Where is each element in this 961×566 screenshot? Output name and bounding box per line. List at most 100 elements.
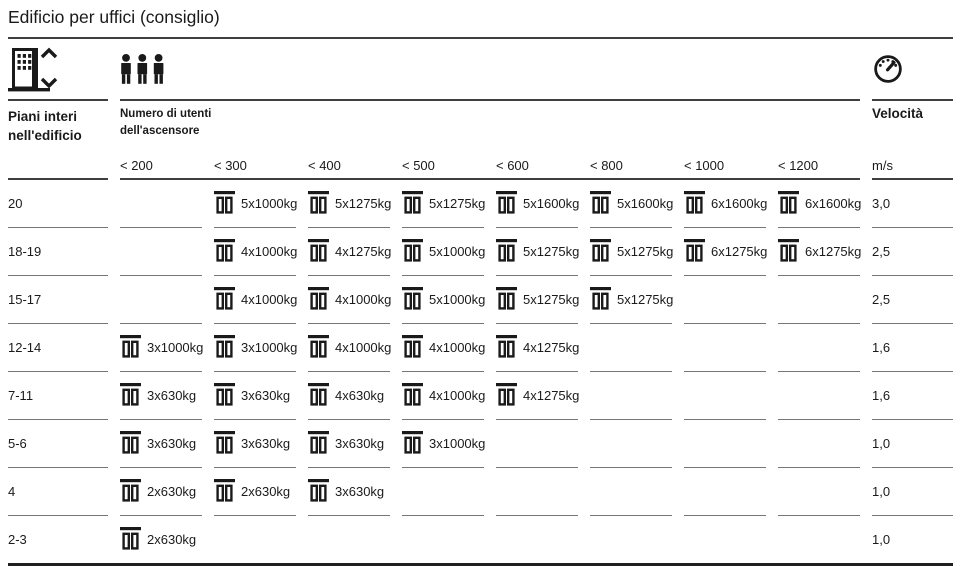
elevator-icon (684, 239, 705, 262)
speedometer-icon (872, 39, 953, 101)
elevator-icon (308, 335, 329, 358)
elevator-icon (402, 191, 423, 214)
elevator-config-cell: 2x630kg (120, 468, 202, 516)
elevator-config-label: 2x630kg (147, 532, 197, 547)
empty-cell (684, 372, 766, 420)
elevator-config-label: 4x1000kg (335, 340, 392, 355)
floors-cell: 18-19 (8, 228, 108, 276)
elevator-config-cell: 3x630kg (308, 468, 390, 516)
elevator-icon (402, 383, 423, 406)
elevator-config-label: 5x1275kg (617, 244, 674, 259)
speed-header: Velocità (872, 106, 924, 121)
elevator-icon (214, 191, 235, 214)
elevator-config-cell: 3x1000kg (214, 324, 298, 372)
elevator-icon (308, 383, 329, 406)
empty-cell (496, 420, 578, 468)
elevator-config-cell: 3x630kg (308, 420, 390, 468)
elevator-icon (308, 191, 329, 214)
user-count-column-header: < 1200 (778, 148, 860, 180)
elevator-icon (496, 383, 517, 406)
elevator-config-label: 4x1000kg (429, 340, 486, 355)
elevator-config-cell: 4x1275kg (496, 324, 579, 372)
speed-cell: 3,0 (872, 180, 953, 228)
empty-cell (496, 468, 578, 516)
floors-cell: 20 (8, 180, 108, 228)
elevator-icon (402, 287, 423, 310)
elevator-config-cell: 4x1000kg (308, 324, 392, 372)
empty-cell (120, 276, 202, 324)
elevator-config-label: 3x1000kg (241, 340, 298, 355)
elevator-config-cell: 6x1275kg (778, 228, 861, 276)
empty-cell (684, 516, 766, 563)
three-people-icon (120, 39, 860, 101)
users-header: Numero di utenti dell'ascensore (120, 101, 872, 148)
elevator-icon (214, 287, 235, 310)
users-header-line2: dell'ascensore (120, 124, 200, 137)
elevator-icon (402, 431, 423, 454)
empty-cell (590, 468, 672, 516)
elevator-config-label: 5x1275kg (523, 292, 580, 307)
elevator-config-cell: 3x630kg (214, 420, 296, 468)
elevator-config-label: 4x1000kg (429, 388, 486, 403)
elevator-icon (308, 479, 329, 502)
floors-header: Piani interi nell'edificio (8, 101, 108, 180)
floors-header-line2: nell'edificio (8, 127, 82, 143)
elevator-icon (308, 287, 329, 310)
elevator-icon (308, 431, 329, 454)
elevator-icon (120, 479, 141, 502)
elevator-config-label: 4x1000kg (241, 244, 298, 259)
elevator-config-cell: 4x1000kg (402, 372, 486, 420)
elevator-config-label: 5x1000kg (429, 292, 486, 307)
elevator-config-label: 6x1600kg (711, 196, 768, 211)
elevator-config-cell: 4x1000kg (214, 276, 298, 324)
elevator-config-cell: 5x1275kg (496, 276, 580, 324)
elevator-config-label: 5x1275kg (429, 196, 486, 211)
elevator-config-label: 3x630kg (241, 436, 291, 451)
elevator-config-label: 5x1000kg (429, 244, 486, 259)
elevator-icon (308, 239, 329, 262)
elevator-icon (402, 239, 423, 262)
elevator-config-cell: 5x1275kg (590, 228, 674, 276)
elevator-config-label: 4x1275kg (335, 244, 392, 259)
elevator-config-label: 2x630kg (147, 484, 197, 499)
users-header-line1: Numero di utenti (120, 108, 212, 120)
speed-cell: 1,6 (872, 324, 953, 372)
elevator-config-cell: 5x1600kg (496, 180, 580, 228)
user-count-column-header: < 600 (496, 148, 590, 180)
elevator-config-cell: 6x1275kg (684, 228, 767, 276)
speed-cell: 1,0 (872, 532, 891, 547)
empty-cell (590, 420, 672, 468)
elevator-config-cell: 4x1000kg (214, 228, 298, 276)
speed-cell: 2,5 (872, 228, 953, 276)
floors-cell: 15-17 (8, 276, 108, 324)
empty-cell (778, 516, 860, 563)
elevator-icon (684, 191, 705, 214)
speed-cell: 2,5 (872, 276, 953, 324)
elevator-icon (590, 287, 611, 310)
elevator-config-label: 2x630kg (241, 484, 291, 499)
elevator-config-label: 5x1600kg (523, 196, 580, 211)
elevator-icon (214, 431, 235, 454)
elevator-icon (214, 479, 235, 502)
elevator-icon (120, 527, 141, 550)
empty-cell (778, 420, 860, 468)
page-title: Edificio per uffici (consiglio) (8, 3, 953, 39)
elevator-config-cell: 4x630kg (308, 372, 390, 420)
elevator-config-cell: 5x1275kg (496, 228, 580, 276)
user-count-column-header: < 400 (308, 148, 402, 180)
floors-cell: 12-14 (8, 324, 108, 372)
user-count-column-header: < 800 (590, 148, 684, 180)
elevator-config-cell: 2x630kg (214, 468, 296, 516)
empty-cell (684, 468, 766, 516)
elevator-config-label: 5x1275kg (523, 244, 580, 259)
empty-cell (308, 516, 390, 563)
elevator-config-cell: 6x1600kg (684, 180, 768, 228)
empty-cell (120, 180, 202, 228)
empty-cell (778, 324, 860, 372)
elevator-config-cell: 3x630kg (214, 372, 296, 420)
elevator-icon (496, 191, 517, 214)
elevator-config-label: 4x1000kg (241, 292, 298, 307)
elevator-config-cell: 5x1000kg (402, 276, 486, 324)
elevator-icon (214, 239, 235, 262)
